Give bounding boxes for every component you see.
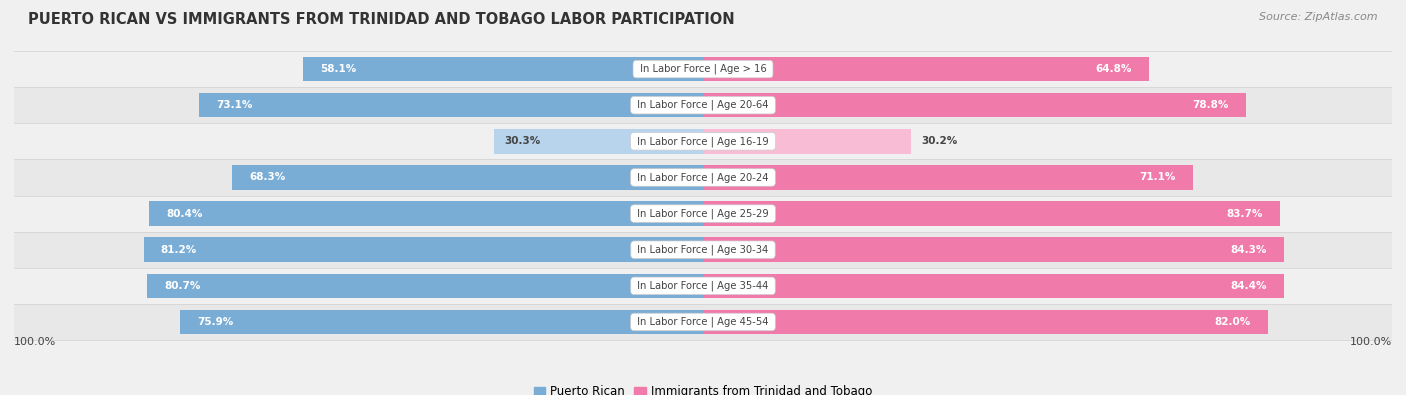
FancyBboxPatch shape (14, 196, 1392, 231)
Bar (148, 274, 703, 298)
Text: 58.1%: 58.1% (321, 64, 356, 74)
FancyBboxPatch shape (14, 304, 1392, 340)
Text: In Labor Force | Age > 16: In Labor Force | Age > 16 (637, 64, 769, 74)
Text: 30.3%: 30.3% (505, 136, 541, 146)
Bar (200, 93, 703, 117)
Text: In Labor Force | Age 25-29: In Labor Force | Age 25-29 (634, 208, 772, 219)
Text: 81.2%: 81.2% (160, 245, 197, 255)
Bar (149, 201, 703, 226)
Text: 83.7%: 83.7% (1226, 209, 1263, 218)
Text: PUERTO RICAN VS IMMIGRANTS FROM TRINIDAD AND TOBAGO LABOR PARTICIPATION: PUERTO RICAN VS IMMIGRANTS FROM TRINIDAD… (28, 12, 735, 27)
Text: In Labor Force | Age 20-64: In Labor Force | Age 20-64 (634, 100, 772, 111)
Text: 100.0%: 100.0% (14, 337, 56, 347)
Bar (703, 237, 1284, 262)
Legend: Puerto Rican, Immigrants from Trinidad and Tobago: Puerto Rican, Immigrants from Trinidad a… (529, 380, 877, 395)
Text: Source: ZipAtlas.com: Source: ZipAtlas.com (1260, 12, 1378, 22)
Text: 84.3%: 84.3% (1230, 245, 1267, 255)
Text: 78.8%: 78.8% (1192, 100, 1229, 110)
Bar (495, 129, 703, 154)
FancyBboxPatch shape (14, 231, 1392, 268)
Bar (703, 93, 1246, 117)
Text: 68.3%: 68.3% (250, 173, 285, 182)
Text: 71.1%: 71.1% (1139, 173, 1175, 182)
Bar (180, 310, 703, 334)
Text: 82.0%: 82.0% (1215, 317, 1251, 327)
Bar (703, 201, 1279, 226)
Text: In Labor Force | Age 35-44: In Labor Force | Age 35-44 (634, 280, 772, 291)
Text: 80.7%: 80.7% (165, 281, 201, 291)
Text: 30.2%: 30.2% (921, 136, 957, 146)
FancyBboxPatch shape (14, 87, 1392, 123)
FancyBboxPatch shape (14, 268, 1392, 304)
Bar (703, 310, 1268, 334)
Bar (232, 165, 703, 190)
Bar (143, 237, 703, 262)
Text: In Labor Force | Age 16-19: In Labor Force | Age 16-19 (634, 136, 772, 147)
Bar (703, 165, 1192, 190)
Text: 100.0%: 100.0% (1350, 337, 1392, 347)
Text: 84.4%: 84.4% (1230, 281, 1267, 291)
Bar (703, 274, 1285, 298)
Text: 80.4%: 80.4% (166, 209, 202, 218)
Bar (302, 57, 703, 81)
FancyBboxPatch shape (14, 160, 1392, 196)
FancyBboxPatch shape (14, 51, 1392, 87)
Text: In Labor Force | Age 30-34: In Labor Force | Age 30-34 (634, 245, 772, 255)
Text: 75.9%: 75.9% (197, 317, 233, 327)
Text: 73.1%: 73.1% (217, 100, 253, 110)
FancyBboxPatch shape (14, 123, 1392, 160)
Bar (703, 57, 1150, 81)
Bar (703, 129, 911, 154)
Text: 64.8%: 64.8% (1095, 64, 1132, 74)
Text: In Labor Force | Age 20-24: In Labor Force | Age 20-24 (634, 172, 772, 183)
Text: In Labor Force | Age 45-54: In Labor Force | Age 45-54 (634, 317, 772, 327)
